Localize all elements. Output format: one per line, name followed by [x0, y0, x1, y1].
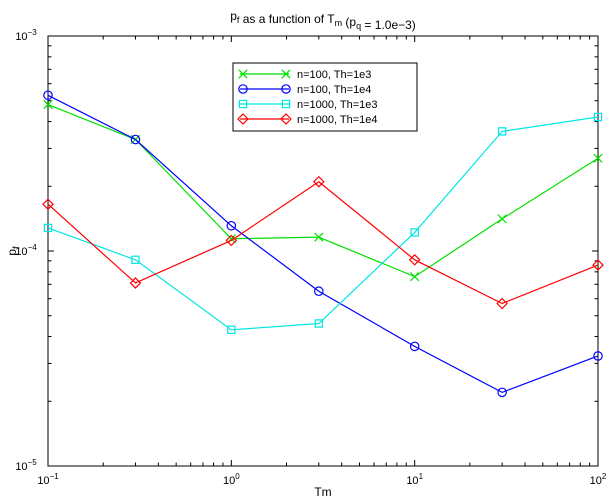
title-part: (p: [342, 15, 356, 29]
y-tick-label: 10−4: [15, 243, 37, 258]
data-point: [314, 232, 324, 242]
y-tick-base: 10: [15, 31, 27, 43]
data-point: [43, 223, 53, 233]
data-point: [593, 153, 603, 163]
legend-marker: [238, 84, 248, 94]
x-tick-base: 10: [223, 475, 235, 487]
y-axis-label-base: p: [5, 249, 19, 256]
title-part: p: [230, 9, 237, 23]
legend-label: n=1000, Th=1e4: [297, 114, 378, 126]
legend-marker: [281, 99, 291, 109]
series-line: [47, 94, 599, 394]
data-point: [409, 341, 420, 352]
series-group: [42, 90, 604, 398]
data-point: [408, 253, 421, 266]
data-point: [496, 297, 508, 310]
data-point: [314, 319, 324, 328]
legend-marker: [238, 69, 248, 79]
data-point: [129, 277, 142, 289]
data-point: [130, 134, 141, 145]
legend-marker: [237, 113, 249, 125]
data-point: [497, 387, 507, 398]
title-subscript: f: [237, 15, 240, 25]
x-tick-exponent: −1: [50, 472, 60, 481]
data-point: [593, 351, 603, 361]
x-tick-exponent: 2: [602, 472, 607, 481]
title-subscript: q: [356, 21, 361, 31]
data-point: [226, 220, 237, 231]
chart-title-text: pf as a function of Tm (pq = 1.0e−3): [230, 9, 416, 32]
data-point: [497, 127, 507, 136]
series-2: [43, 90, 603, 398]
legend: n=100, Th=1e3 n=100, Th=1e4 n=1000, Th=1e3…: [232, 62, 418, 132]
series-line: [47, 116, 599, 331]
legend-marker: [281, 84, 291, 94]
legend-marker: [238, 99, 248, 109]
data-point: [592, 259, 604, 271]
legend-label: n=1000, Th=1e3: [297, 99, 378, 111]
legend-marker: [280, 113, 292, 125]
y-tick-label: 10−5: [15, 458, 37, 473]
legend-entry: n=1000, Th=1e3: [238, 99, 378, 111]
legend-entry: n=100, Th=1e4: [238, 84, 371, 96]
legend-marker: [281, 69, 291, 79]
x-tick-exponent: 0: [235, 472, 240, 481]
y-tick-exponent: −3: [28, 28, 38, 37]
legend-entry: n=100, Th=1e3: [238, 69, 371, 81]
legend-entry: n=1000, Th=1e4: [237, 113, 378, 126]
y-tick-base: 10: [15, 461, 27, 473]
series-3: [43, 112, 603, 335]
x-tick-label: 100: [223, 472, 240, 487]
data-point: [410, 228, 419, 237]
x-tick-label: 101: [406, 472, 423, 487]
y-axis-label-subscript: f: [11, 246, 21, 249]
data-point: [497, 214, 507, 224]
x-tick-label: 10−1: [37, 472, 59, 487]
chart-title: pf as a function of Tm (pq = 1.0e−3): [230, 9, 416, 32]
title-subscript: m: [335, 18, 343, 28]
x-axis-label: Tm: [314, 485, 331, 499]
data-point: [43, 90, 53, 101]
data-point: [410, 272, 420, 282]
x-tick-base: 10: [406, 475, 418, 487]
legend-label: n=100, Th=1e4: [297, 84, 371, 96]
data-point: [312, 175, 325, 188]
y-tick-label: 10−3: [15, 28, 37, 43]
data-point: [314, 286, 324, 297]
legend-label: n=100, Th=1e3: [297, 69, 371, 81]
data-point: [227, 325, 236, 335]
x-tick-base: 10: [37, 475, 49, 487]
title-part: = 1.0e−3): [361, 18, 416, 32]
y-tick-exponent: −5: [28, 458, 38, 467]
data-point: [131, 255, 140, 265]
y-axis-label: pf: [5, 246, 21, 256]
x-tick-label: 102: [590, 472, 607, 487]
title-part: as a function of T: [239, 12, 335, 26]
series-4: [42, 175, 604, 310]
x-tick-exponent: 1: [419, 472, 424, 481]
y-tick-exponent: −4: [28, 243, 38, 252]
data-point: [43, 99, 53, 110]
series-line: [47, 180, 599, 305]
data-point: [42, 198, 54, 211]
x-tick-base: 10: [590, 475, 602, 487]
data-point: [225, 234, 238, 247]
data-point: [593, 112, 603, 122]
y-tick-base: 10: [15, 246, 27, 258]
